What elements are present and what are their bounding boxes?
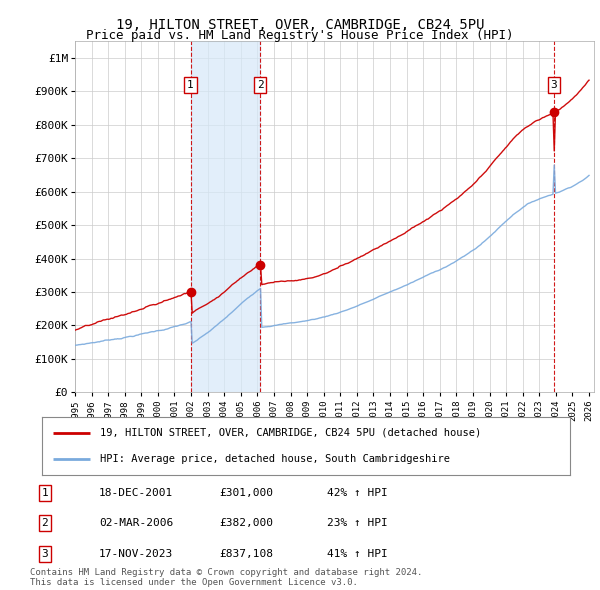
Text: 41% ↑ HPI: 41% ↑ HPI — [327, 549, 388, 559]
Text: 1: 1 — [187, 80, 194, 90]
Text: 1: 1 — [41, 488, 49, 497]
Text: 3: 3 — [41, 549, 49, 559]
Text: 2: 2 — [41, 519, 49, 528]
Text: 18-DEC-2001: 18-DEC-2001 — [99, 488, 173, 497]
Text: 17-NOV-2023: 17-NOV-2023 — [99, 549, 173, 559]
Text: £301,000: £301,000 — [219, 488, 273, 497]
Bar — [554, 41, 594, 392]
Text: 19, HILTON STREET, OVER, CAMBRIDGE, CB24 5PU (detached house): 19, HILTON STREET, OVER, CAMBRIDGE, CB24… — [100, 428, 481, 438]
Text: This data is licensed under the Open Government Licence v3.0.: This data is licensed under the Open Gov… — [30, 578, 358, 587]
Text: HPI: Average price, detached house, South Cambridgeshire: HPI: Average price, detached house, Sout… — [100, 454, 450, 464]
Text: 2: 2 — [257, 80, 263, 90]
Text: £837,108: £837,108 — [219, 549, 273, 559]
Text: Price paid vs. HM Land Registry's House Price Index (HPI): Price paid vs. HM Land Registry's House … — [86, 30, 514, 42]
Bar — [191, 41, 260, 392]
Text: 19, HILTON STREET, OVER, CAMBRIDGE, CB24 5PU: 19, HILTON STREET, OVER, CAMBRIDGE, CB24… — [116, 18, 484, 32]
Text: 3: 3 — [550, 80, 557, 90]
Text: 23% ↑ HPI: 23% ↑ HPI — [327, 519, 388, 528]
Text: 42% ↑ HPI: 42% ↑ HPI — [327, 488, 388, 497]
Text: £382,000: £382,000 — [219, 519, 273, 528]
Text: Contains HM Land Registry data © Crown copyright and database right 2024.: Contains HM Land Registry data © Crown c… — [30, 568, 422, 577]
Text: 02-MAR-2006: 02-MAR-2006 — [99, 519, 173, 528]
